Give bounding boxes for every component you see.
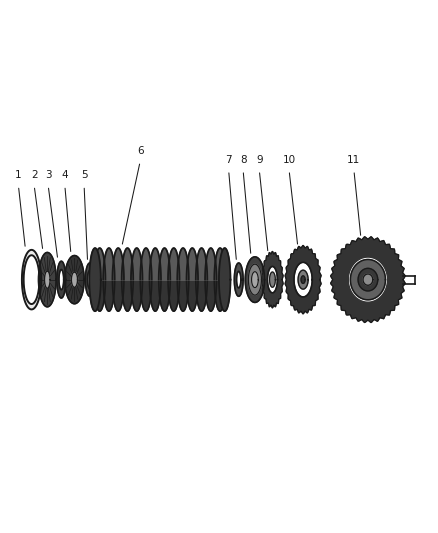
- Polygon shape: [234, 263, 243, 296]
- Text: 3: 3: [45, 170, 52, 180]
- Polygon shape: [85, 263, 94, 296]
- Polygon shape: [103, 280, 115, 311]
- Polygon shape: [65, 255, 84, 304]
- Polygon shape: [248, 264, 261, 295]
- Polygon shape: [219, 248, 230, 311]
- Polygon shape: [122, 280, 133, 311]
- Polygon shape: [71, 272, 78, 287]
- Text: 7: 7: [225, 155, 232, 165]
- Polygon shape: [22, 250, 41, 310]
- Polygon shape: [122, 248, 133, 280]
- Polygon shape: [177, 248, 189, 280]
- Polygon shape: [57, 261, 66, 298]
- Text: 6: 6: [137, 146, 144, 156]
- Text: 9: 9: [256, 155, 263, 165]
- Polygon shape: [140, 280, 152, 311]
- Polygon shape: [358, 268, 378, 291]
- Polygon shape: [196, 248, 207, 280]
- Polygon shape: [159, 280, 170, 311]
- Polygon shape: [262, 252, 283, 308]
- Polygon shape: [168, 280, 180, 311]
- Polygon shape: [131, 248, 142, 280]
- Text: 5: 5: [81, 170, 88, 180]
- Text: 1: 1: [15, 170, 22, 180]
- Polygon shape: [177, 280, 189, 311]
- Text: 2: 2: [31, 170, 38, 180]
- Polygon shape: [363, 274, 373, 285]
- Polygon shape: [140, 248, 152, 280]
- Polygon shape: [269, 272, 276, 287]
- Polygon shape: [149, 248, 161, 280]
- Polygon shape: [298, 270, 308, 289]
- Polygon shape: [45, 271, 50, 288]
- Text: 11: 11: [347, 155, 360, 165]
- Polygon shape: [214, 280, 226, 311]
- Polygon shape: [196, 280, 207, 311]
- Polygon shape: [103, 248, 115, 280]
- Polygon shape: [113, 248, 124, 280]
- Polygon shape: [301, 276, 305, 284]
- Polygon shape: [214, 248, 226, 280]
- Polygon shape: [331, 237, 405, 322]
- Polygon shape: [113, 280, 124, 311]
- Polygon shape: [205, 248, 216, 280]
- Polygon shape: [159, 248, 170, 280]
- Polygon shape: [131, 280, 142, 311]
- Polygon shape: [39, 253, 56, 307]
- Polygon shape: [245, 257, 265, 302]
- Polygon shape: [251, 272, 258, 288]
- Polygon shape: [205, 280, 216, 311]
- Polygon shape: [285, 245, 321, 314]
- Text: 4: 4: [61, 170, 68, 180]
- Text: 8: 8: [240, 155, 247, 165]
- Polygon shape: [350, 260, 385, 300]
- Polygon shape: [89, 248, 101, 311]
- Text: 10: 10: [283, 155, 296, 165]
- Polygon shape: [187, 248, 198, 280]
- Polygon shape: [94, 248, 106, 280]
- Polygon shape: [187, 280, 198, 311]
- Polygon shape: [94, 280, 106, 311]
- Polygon shape: [168, 248, 180, 280]
- Polygon shape: [149, 280, 161, 311]
